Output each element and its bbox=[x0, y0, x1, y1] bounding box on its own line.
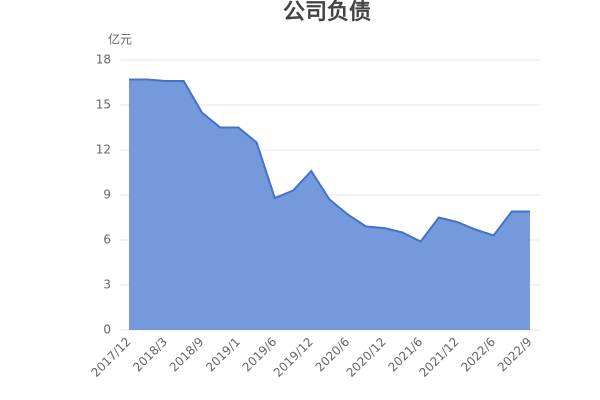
y-tick-label: 0 bbox=[103, 323, 111, 337]
x-tick-label: 2017/12 bbox=[88, 335, 133, 380]
x-tick-label: 2021/12 bbox=[417, 335, 462, 380]
x-tick-label: 2019/1 bbox=[203, 335, 243, 375]
x-tick-label: 2018/9 bbox=[167, 335, 207, 375]
y-tick-label: 6 bbox=[103, 233, 111, 247]
y-tick-label: 9 bbox=[103, 188, 111, 202]
x-tick-label: 2022/9 bbox=[495, 335, 535, 375]
x-tick-label: 2019/12 bbox=[271, 335, 316, 380]
area bbox=[129, 79, 530, 330]
x-tick-label: 2020/12 bbox=[344, 335, 389, 380]
y-unit: 亿元 bbox=[108, 32, 132, 47]
y-tick-label: 15 bbox=[96, 98, 111, 112]
y-tick-label: 12 bbox=[96, 143, 111, 157]
y-tick-label: 18 bbox=[96, 53, 111, 67]
chart-title: 公司负债 bbox=[283, 0, 371, 25]
line bbox=[129, 78, 530, 243]
y-tick-label: 3 bbox=[103, 278, 111, 292]
x-tick-label: 2018/3 bbox=[130, 335, 170, 375]
x-tick-label: 2022/6 bbox=[458, 335, 498, 375]
